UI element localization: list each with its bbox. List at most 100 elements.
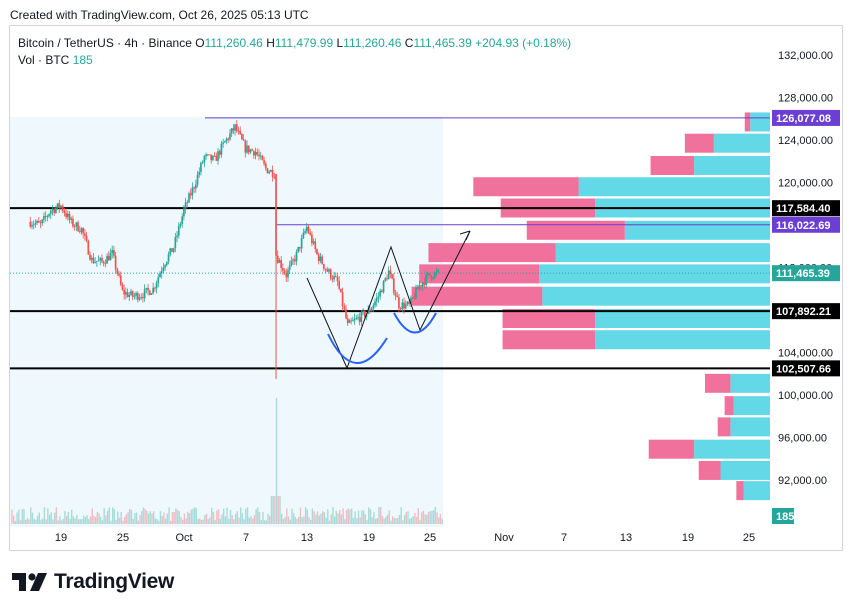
volume-profile-down-bar <box>724 396 734 416</box>
candle-body <box>415 287 417 299</box>
candle-body <box>379 290 381 297</box>
x-axis-tick-label: 7 <box>561 532 567 544</box>
volume-bar <box>45 519 47 524</box>
candle-body <box>287 269 289 278</box>
volume-bar <box>84 517 87 524</box>
volume-bar <box>243 518 245 524</box>
projection-arrow-head <box>459 230 471 241</box>
candle-body <box>322 264 325 269</box>
candle-body <box>285 273 288 278</box>
volume-bar <box>393 517 396 524</box>
candle-body <box>154 287 156 289</box>
price-tag-level <box>772 200 840 217</box>
candle-body <box>343 305 346 310</box>
candle-body <box>264 163 267 169</box>
candle-body <box>329 269 332 279</box>
volume-bar <box>352 517 355 524</box>
candle-body <box>181 216 184 224</box>
volume-bar <box>100 516 102 524</box>
candle-body <box>355 318 358 320</box>
volume-bar <box>427 511 430 524</box>
candle-body <box>435 271 438 273</box>
volume-bar <box>277 496 279 524</box>
volume-bar <box>207 519 210 524</box>
candle-body <box>416 287 419 290</box>
volume-bar <box>298 516 300 524</box>
candle-body <box>334 276 337 277</box>
candle-body <box>410 297 412 304</box>
candle-body <box>268 171 271 174</box>
volume-bar <box>60 520 63 524</box>
volume-bar <box>112 507 114 524</box>
volume-bar <box>18 509 20 524</box>
candle-body <box>196 174 199 185</box>
volume-bar <box>412 516 414 524</box>
volume-bar <box>182 519 184 524</box>
candle-body <box>271 170 274 177</box>
candle-body <box>194 184 197 189</box>
volume-bar <box>77 519 80 524</box>
volume-bar <box>257 507 259 524</box>
price-tag-volume <box>772 508 794 524</box>
price-tag-level <box>772 303 840 320</box>
volume-bar <box>132 518 134 524</box>
candle-body <box>63 210 66 214</box>
volume-bar <box>11 509 13 524</box>
candle-body <box>66 213 69 217</box>
volume-bar <box>330 514 332 524</box>
volume-bar <box>120 512 122 524</box>
volume-profile-up-bar <box>624 220 770 240</box>
volume-bar <box>211 507 213 524</box>
candle-body <box>229 133 231 140</box>
candle-body <box>326 269 329 272</box>
candle-body <box>31 225 33 227</box>
volume-profile-down-bar <box>648 439 695 459</box>
volume-bar <box>245 508 247 524</box>
volume-bar <box>125 514 128 524</box>
volume-bar <box>57 520 59 524</box>
candle-body <box>237 130 240 132</box>
volume-bar <box>356 518 358 524</box>
candle-body <box>304 231 306 233</box>
volume-bar <box>101 520 104 524</box>
candle-body <box>374 301 376 306</box>
volume-bar <box>173 511 175 524</box>
candle-body <box>150 293 153 295</box>
volume-bar <box>410 517 413 524</box>
candle-body <box>138 297 141 300</box>
candle-body <box>184 202 187 209</box>
price-tag-label: 116,022.69 <box>776 220 830 232</box>
open-value: 111,260.46 <box>204 36 263 50</box>
candle-body <box>399 308 402 310</box>
volume-bar <box>117 511 119 524</box>
brand-name: TradingView <box>54 570 175 593</box>
volume-bar <box>52 519 54 524</box>
volume-bar <box>135 512 138 524</box>
candle-body <box>201 162 204 164</box>
volume-bar <box>337 513 339 524</box>
candle-body <box>113 250 115 256</box>
x-axis-tick-label: 19 <box>363 532 375 544</box>
volume-bar <box>316 511 319 524</box>
candle-body <box>162 267 165 271</box>
candle-body <box>92 257 95 263</box>
candle-body <box>370 308 373 312</box>
y-axis-tick-label: 100,000.00 <box>778 390 833 402</box>
volume-bar <box>315 514 317 524</box>
candle-body <box>251 149 253 151</box>
volume-profile-down-bar <box>698 460 721 480</box>
volume-bar <box>69 518 71 524</box>
x-axis-tick-label: 25 <box>117 532 129 544</box>
candle-body <box>261 155 264 161</box>
candle-body <box>215 155 218 161</box>
volume-bar <box>105 515 107 524</box>
candle-body <box>389 270 392 275</box>
candle-body <box>186 202 189 204</box>
volume-bar <box>38 512 41 524</box>
candle-body <box>275 174 277 255</box>
volume-bar <box>296 519 298 524</box>
candle-body <box>309 232 312 235</box>
candle-body <box>39 222 42 224</box>
candle-body <box>241 133 243 140</box>
